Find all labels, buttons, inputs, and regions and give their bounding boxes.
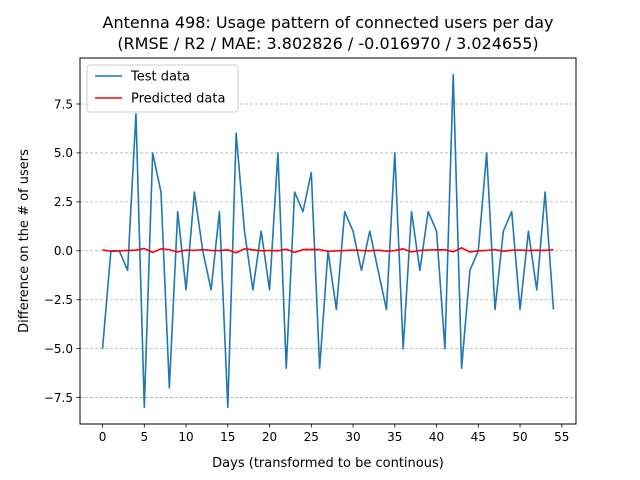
- x-tick-label: 40: [429, 430, 444, 444]
- y-tick-label: 0.0: [54, 244, 73, 258]
- y-axis-ticks: −7.5 −5.0 −2.5 0.0 2.5 5.0 7.5: [44, 97, 80, 405]
- x-axis-label: Days (transformed to be continous): [212, 456, 444, 471]
- chart-title-line-1: Antenna 498: Usage pattern of connected …: [103, 13, 554, 32]
- legend-label-predicted-data: Predicted data: [131, 92, 225, 107]
- y-tick-label: −5.0: [44, 342, 73, 356]
- x-axis-ticks: 0 5 10 15 20 25 30 35 40 45 50 55: [99, 424, 569, 444]
- x-tick-label: 10: [178, 430, 193, 444]
- x-tick-label: 45: [471, 430, 486, 444]
- y-tick-label: −2.5: [44, 293, 73, 307]
- x-tick-label: 55: [554, 430, 569, 444]
- legend: Test data Predicted data: [86, 64, 239, 113]
- chart-title-line-2: (RMSE / R2 / MAE: 3.802826 / -0.016970 /…: [117, 34, 538, 53]
- legend-label-test-data: Test data: [130, 70, 190, 85]
- x-tick-label: 20: [262, 430, 277, 444]
- y-tick-label: 2.5: [54, 195, 73, 209]
- x-tick-label: 5: [140, 430, 148, 444]
- y-tick-label: 7.5: [54, 97, 73, 111]
- x-tick-label: 30: [345, 430, 360, 444]
- y-axis-label: Difference on the # of users: [17, 149, 32, 333]
- x-tick-label: 0: [99, 430, 107, 444]
- series-line-predicted-data: [102, 247, 554, 254]
- series-lines: [101, 73, 555, 409]
- legend-box: [86, 64, 239, 113]
- y-tick-label: 5.0: [54, 146, 73, 160]
- y-tick-label: −7.5: [44, 391, 73, 405]
- x-tick-label: 50: [512, 430, 527, 444]
- x-tick-label: 35: [387, 430, 402, 444]
- x-tick-label: 25: [304, 430, 319, 444]
- plot-frame: [79, 57, 577, 425]
- x-tick-label: 15: [220, 430, 235, 444]
